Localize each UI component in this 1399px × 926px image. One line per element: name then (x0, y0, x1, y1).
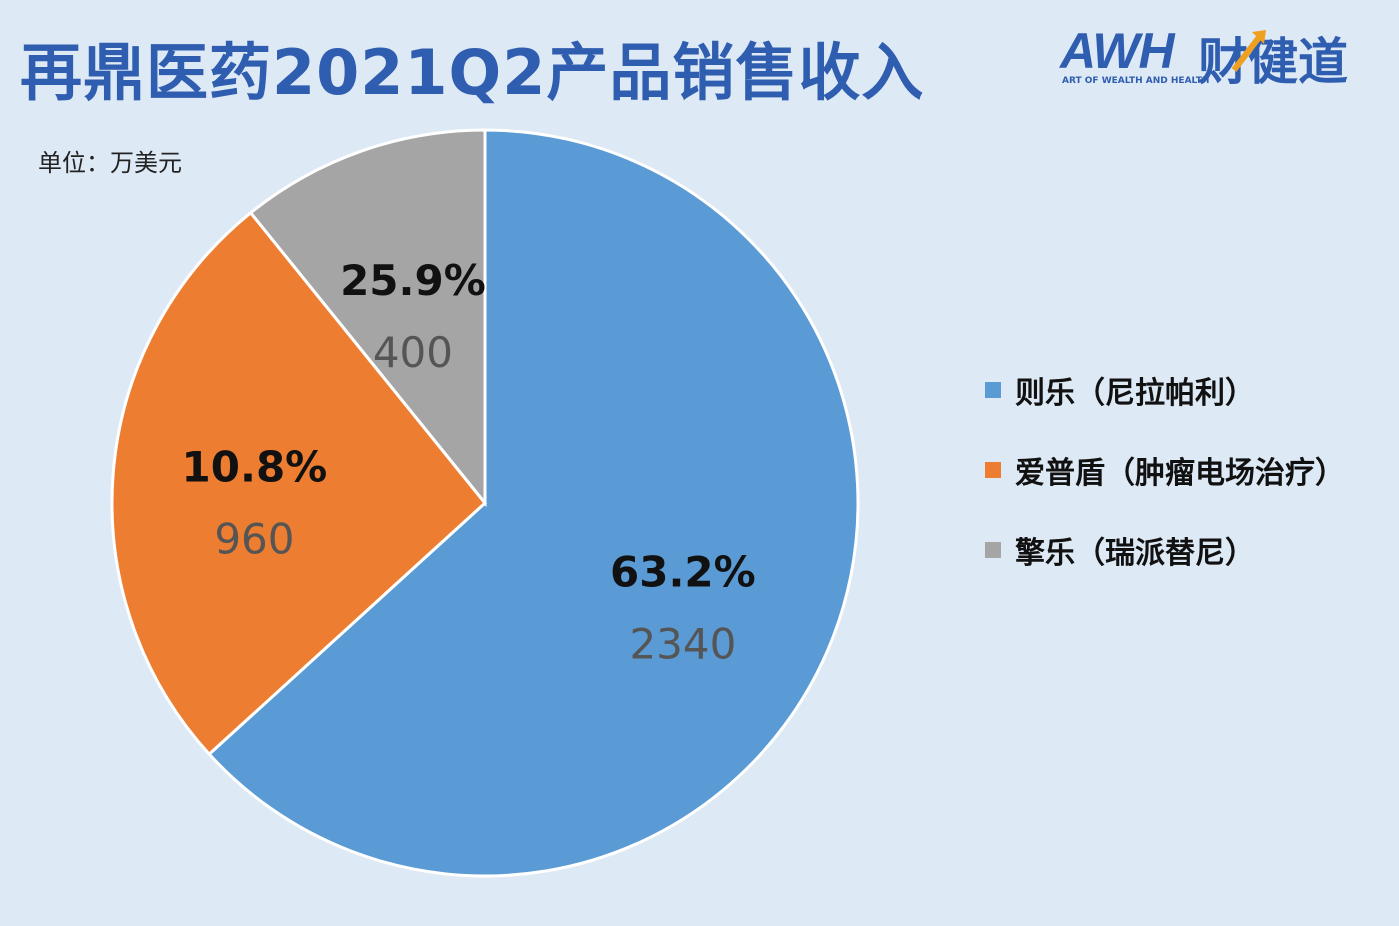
legend-label: 擎乐（瑞派替尼） (1015, 536, 1255, 571)
slice-percent-label: 63.2% (610, 547, 756, 596)
legend-swatch (985, 382, 1001, 398)
logo-mark: AWH (1060, 23, 1175, 79)
chart-title: 再鼎医药2021Q2产品销售收入 (20, 36, 925, 109)
legend-label: 则乐（尼拉帕利） (1015, 376, 1255, 411)
chart-legend: 则乐（尼拉帕利） 爱普盾（肿瘤电场治疗） 擎乐（瑞派替尼） (985, 350, 1345, 590)
legend-item-qinlock: 擎乐（瑞派替尼） (985, 510, 1345, 590)
legend-label: 爱普盾（肿瘤电场治疗） (1015, 456, 1345, 491)
logo-arrow-icon (1231, 30, 1266, 72)
slice-value-label: 400 (373, 328, 453, 377)
pie-slice (248, 128, 487, 508)
pie-chart: 63.2% 2340 10.8% 960 25.9% 400 (110, 128, 860, 878)
logo-cn-name: 财健道 (1198, 33, 1348, 91)
slice-percent-label: 25.9% (340, 256, 486, 305)
slice-percent-label: 10.8% (182, 442, 328, 491)
slice-value-label: 2340 (629, 619, 736, 668)
legend-swatch (985, 542, 1001, 558)
legend-item-zejula: 则乐（尼拉帕利） (985, 350, 1345, 430)
logo-tagline: ART OF WEALTH AND HEALTH (1062, 76, 1210, 86)
legend-item-optune: 爱普盾（肿瘤电场治疗） (985, 430, 1345, 510)
unit-label: 单位：万美元 (38, 149, 182, 177)
brand-logo: AWH 财健道 ART OF WEALTH AND HEALTH (1060, 22, 1380, 92)
slice-value-label: 960 (214, 514, 294, 563)
legend-swatch (985, 462, 1001, 478)
pie-slice (110, 210, 488, 757)
pie-slice (207, 128, 860, 878)
